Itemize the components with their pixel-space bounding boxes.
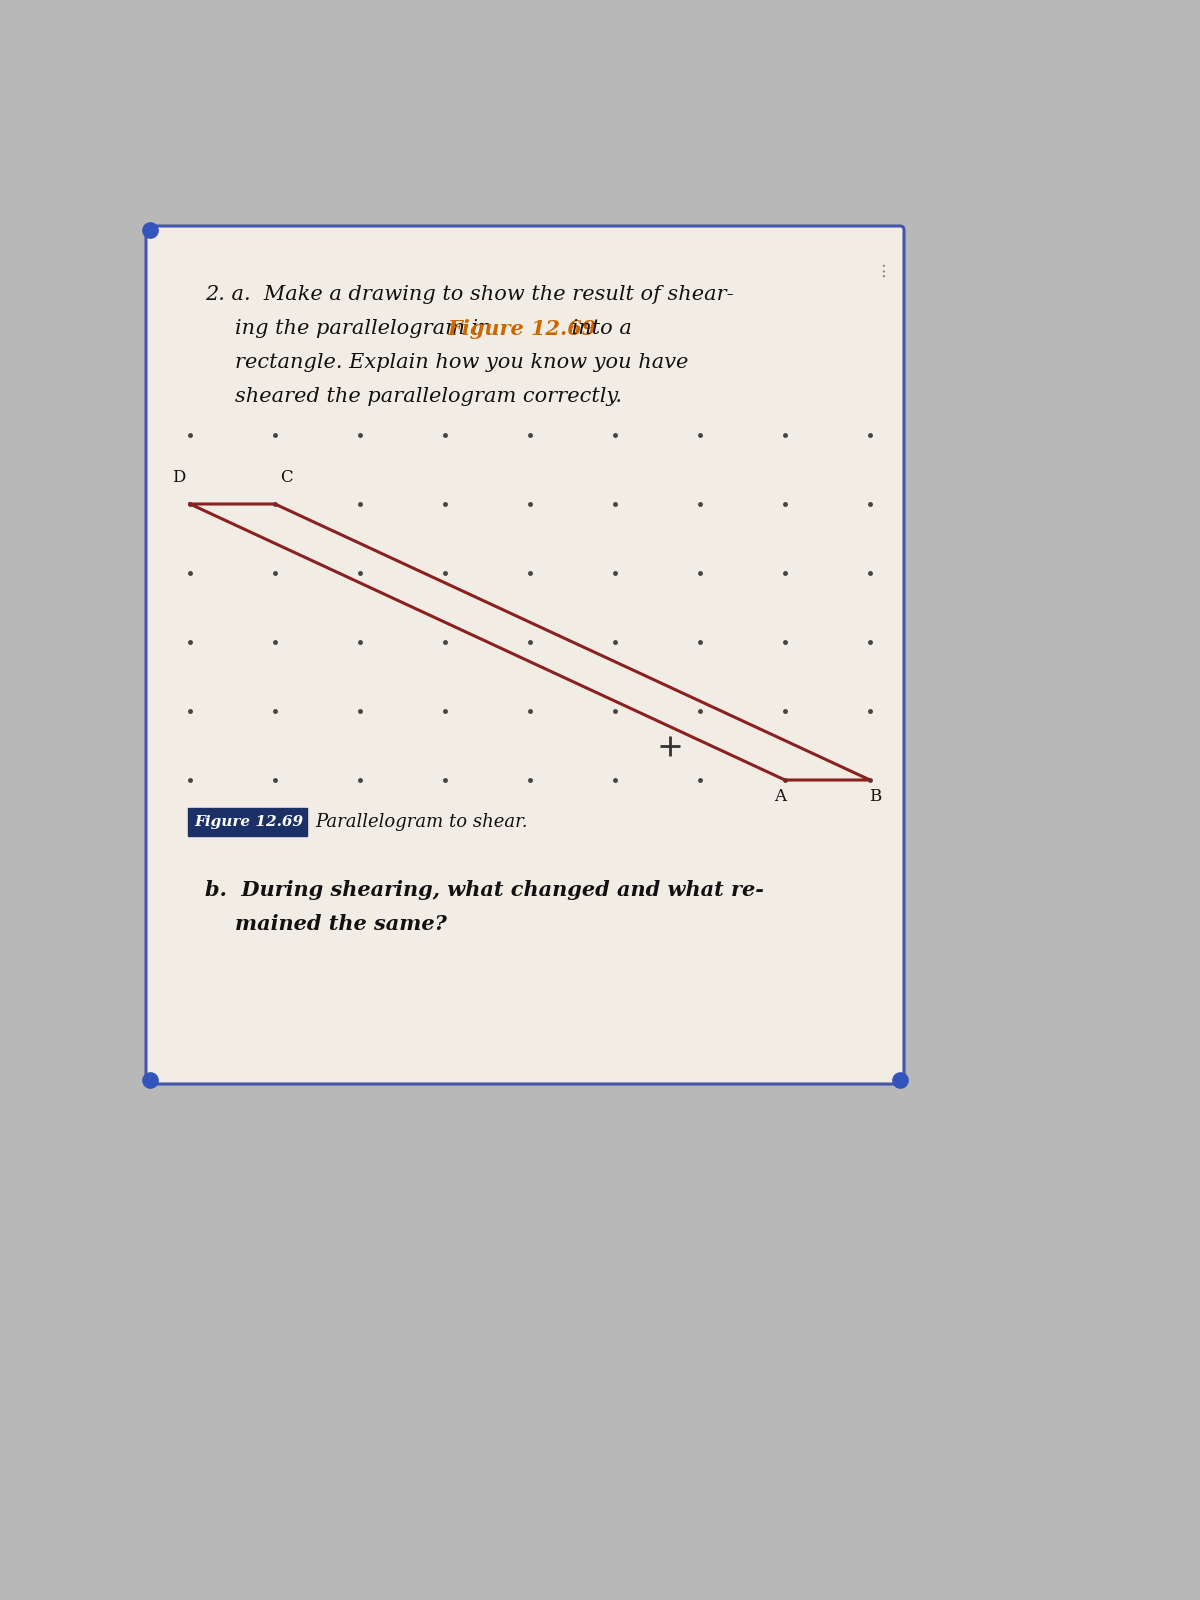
FancyBboxPatch shape — [188, 808, 307, 835]
FancyBboxPatch shape — [146, 226, 904, 1085]
Text: Figure 12.69: Figure 12.69 — [194, 814, 304, 829]
Text: b.  During shearing, what changed and what re-: b. During shearing, what changed and wha… — [205, 880, 764, 899]
Text: sheared the parallelogram correctly.: sheared the parallelogram correctly. — [235, 387, 622, 406]
Text: A: A — [774, 787, 786, 805]
Text: ...: ... — [870, 259, 888, 277]
Text: 2. a.  Make a drawing to show the result of shear-: 2. a. Make a drawing to show the result … — [205, 285, 733, 304]
Text: Figure 12.69: Figure 12.69 — [446, 318, 596, 339]
Text: into a: into a — [565, 318, 632, 338]
Text: D: D — [172, 469, 185, 486]
Text: ing the parallelogram in: ing the parallelogram in — [235, 318, 498, 338]
Text: Parallelogram to shear.: Parallelogram to shear. — [314, 813, 528, 830]
Text: B: B — [869, 787, 881, 805]
Text: C: C — [280, 469, 293, 486]
Text: rectangle. Explain how you know you have: rectangle. Explain how you know you have — [235, 354, 689, 371]
Text: mained the same?: mained the same? — [235, 914, 446, 934]
